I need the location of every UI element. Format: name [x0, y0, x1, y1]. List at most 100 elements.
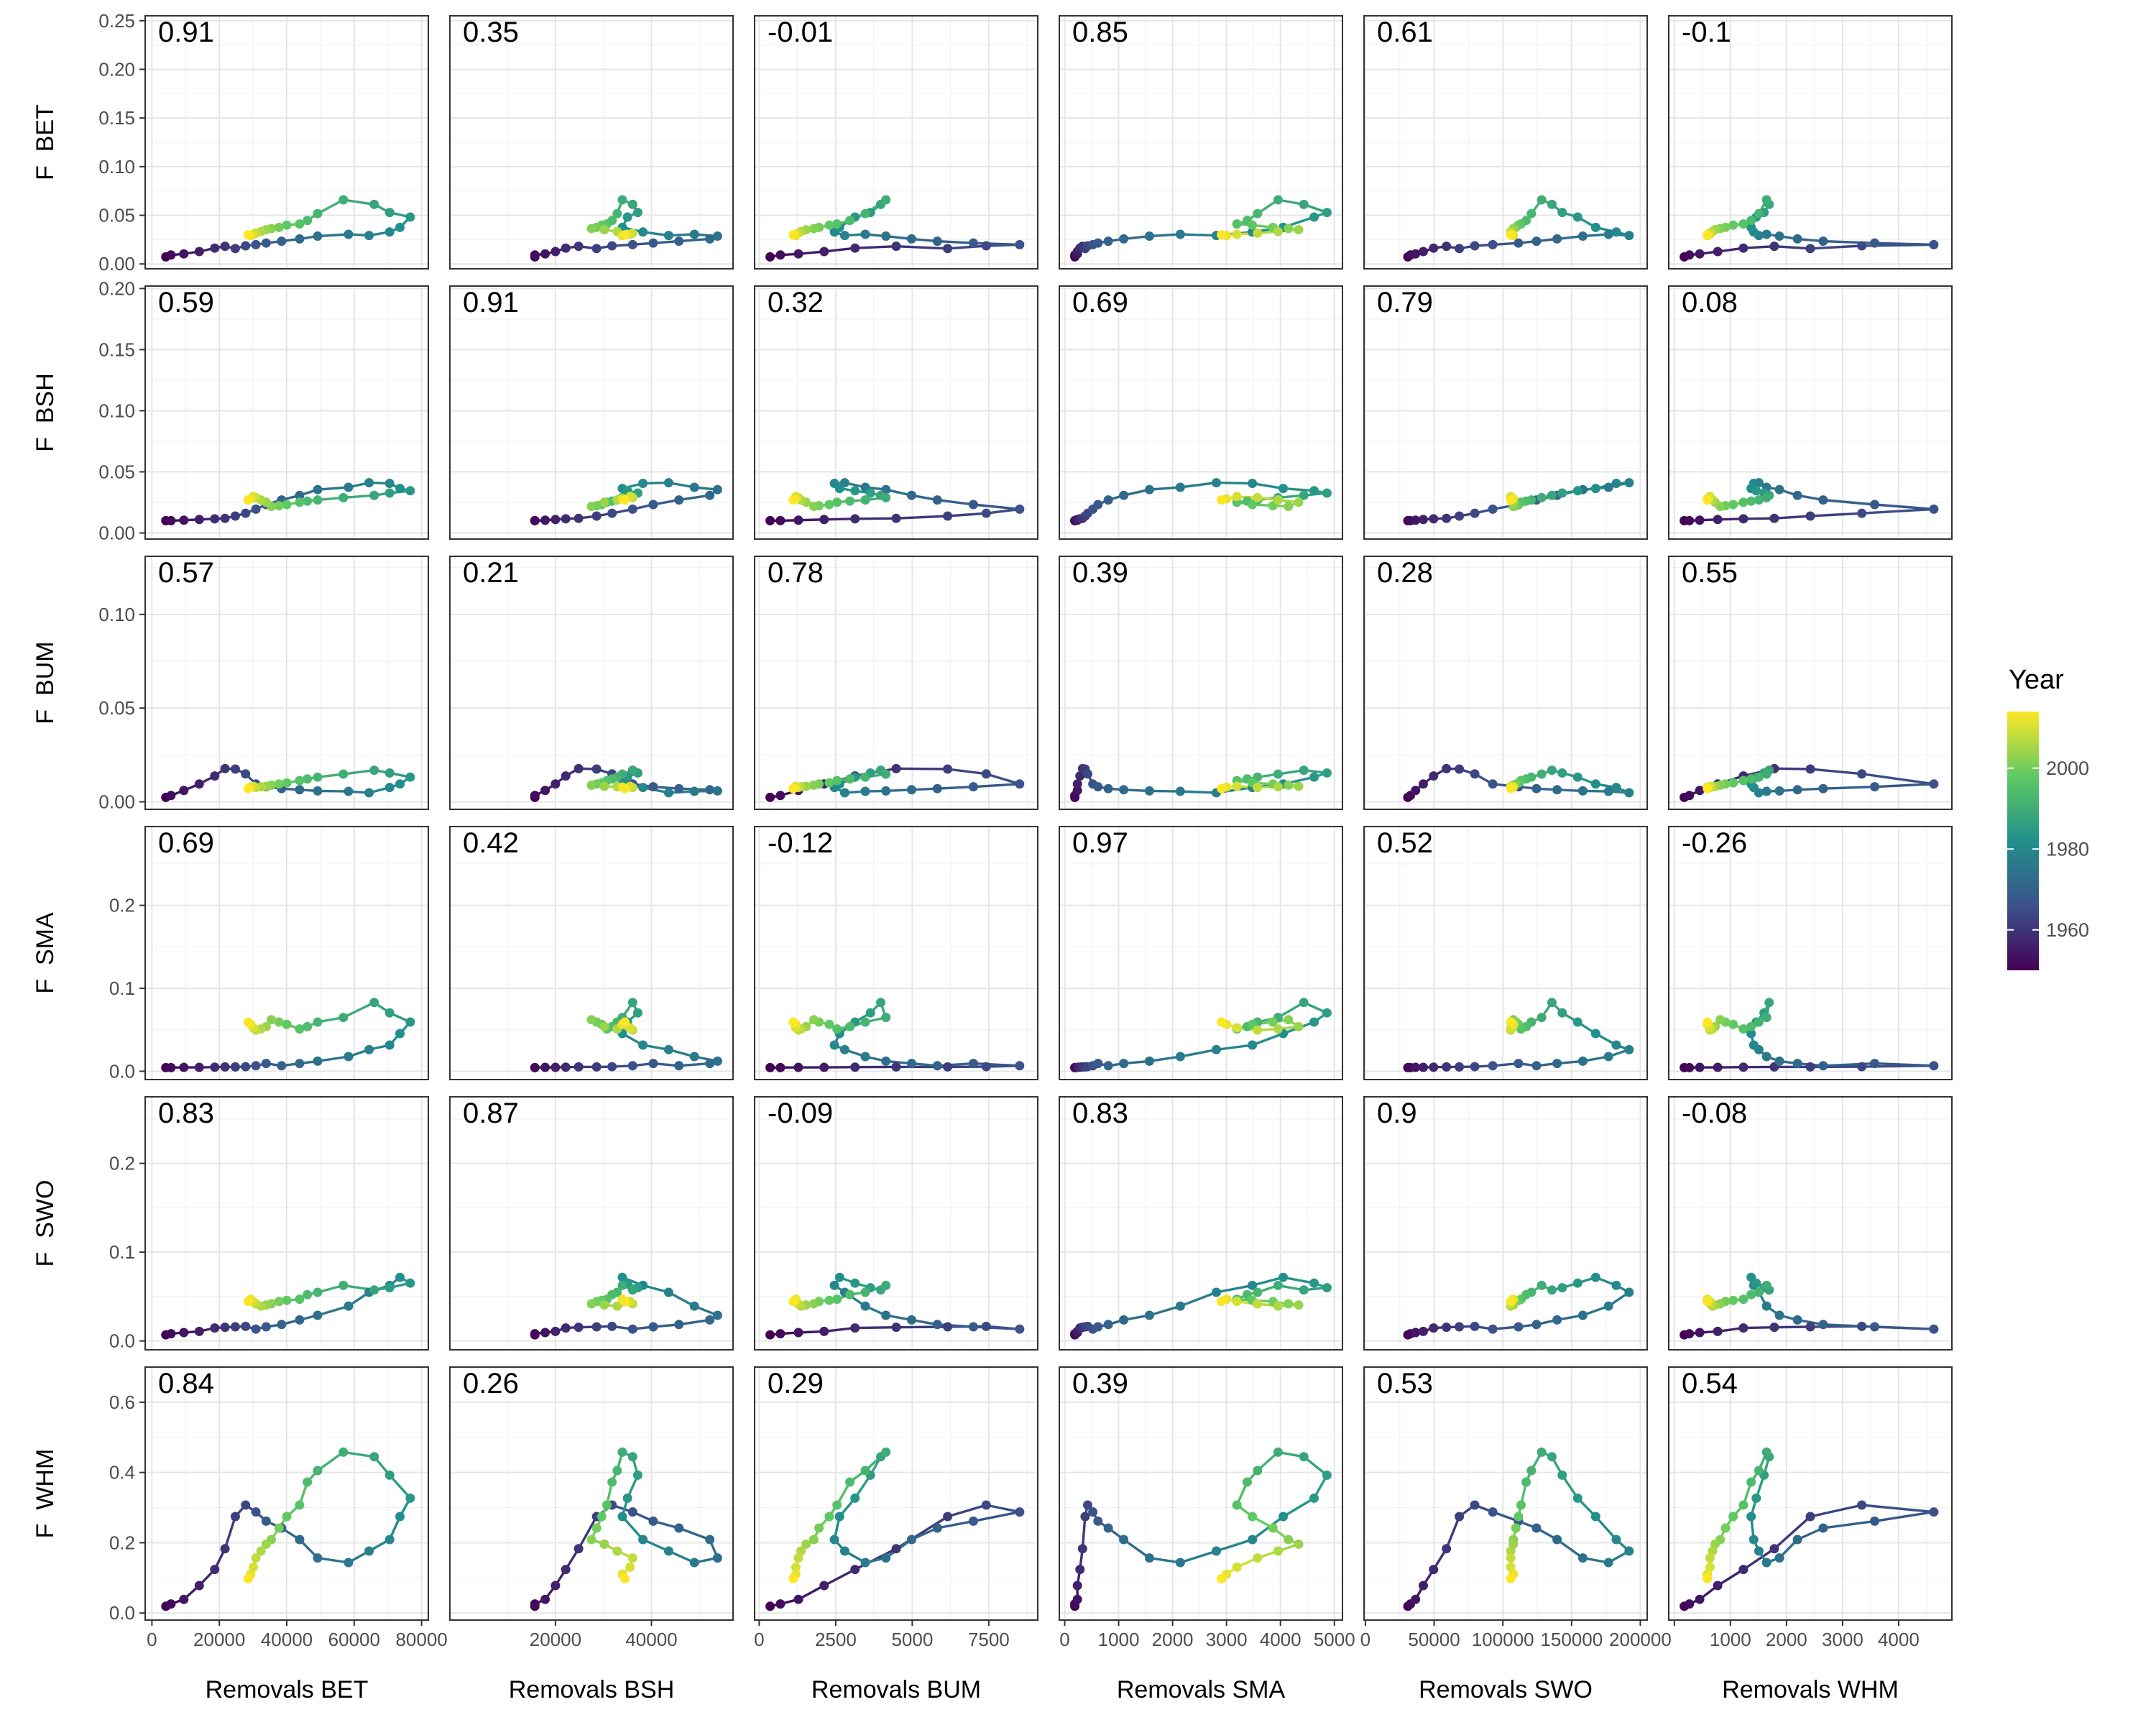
data-point	[1211, 478, 1221, 488]
x-axis-title: Removals BET	[206, 1676, 369, 1703]
data-point	[1506, 1297, 1516, 1307]
data-point	[775, 1062, 786, 1072]
panel-border	[754, 556, 1038, 810]
data-point	[881, 786, 891, 796]
data-point	[612, 208, 622, 218]
data-point	[1442, 242, 1452, 252]
data-point	[1294, 1300, 1304, 1310]
data-point	[1769, 242, 1779, 252]
data-point	[530, 791, 540, 801]
data-point	[1738, 1323, 1749, 1333]
data-point	[1624, 788, 1634, 798]
data-point	[712, 786, 722, 796]
panel-border	[754, 1096, 1038, 1351]
data-point	[1309, 1017, 1319, 1027]
data-point	[1103, 1061, 1113, 1071]
data-point	[1418, 1581, 1428, 1591]
data-point	[1703, 1017, 1713, 1027]
data-point	[891, 242, 901, 252]
data-point	[1309, 1278, 1319, 1288]
data-point	[765, 792, 775, 802]
data-point	[788, 230, 798, 240]
data-point	[230, 1062, 240, 1072]
data-point	[712, 484, 722, 494]
series-segment	[1148, 1055, 1182, 1063]
data-point	[1547, 998, 1557, 1008]
data-point	[674, 1061, 684, 1071]
data-point	[243, 783, 253, 794]
data-point	[344, 482, 354, 492]
data-point	[303, 1477, 313, 1487]
data-point	[1611, 1040, 1621, 1050]
data-point	[860, 1287, 870, 1297]
x-axis-title: Removals BSH	[509, 1676, 675, 1703]
data-point	[1093, 500, 1103, 510]
data-point	[1746, 774, 1756, 784]
data-point	[295, 1500, 305, 1510]
data-point	[891, 1322, 901, 1333]
data-point	[1144, 231, 1154, 242]
y-tick-label: 0.0	[109, 1602, 135, 1624]
data-point	[834, 1272, 844, 1282]
data-point	[834, 1512, 844, 1522]
data-point	[243, 1017, 253, 1027]
data-point	[638, 783, 648, 793]
data-point	[1253, 1287, 1263, 1297]
data-point	[1805, 764, 1815, 774]
data-point	[591, 244, 602, 254]
data-point	[1552, 234, 1562, 244]
data-point	[881, 769, 891, 779]
data-point	[313, 1553, 323, 1563]
data-point	[282, 1019, 292, 1029]
data-point	[1611, 1280, 1621, 1290]
series-segment	[1860, 507, 1935, 515]
data-point	[1577, 1310, 1588, 1320]
data-point	[1248, 1535, 1258, 1545]
series-segment	[1773, 1325, 1812, 1329]
series-segment	[388, 1473, 412, 1500]
data-point	[303, 774, 313, 784]
data-point	[1088, 1507, 1098, 1517]
data-point	[1746, 1289, 1756, 1300]
data-point	[1429, 514, 1439, 524]
data-point	[1537, 1447, 1547, 1457]
panel-background	[1669, 827, 1952, 1080]
data-point	[1857, 769, 1867, 779]
data-point	[1738, 1565, 1749, 1575]
data-point	[282, 1295, 292, 1305]
data-point	[220, 1544, 230, 1554]
data-point	[705, 234, 715, 244]
data-point	[561, 1565, 571, 1575]
data-point	[1713, 515, 1723, 525]
data-point	[295, 234, 305, 244]
data-point	[243, 230, 253, 240]
data-point	[1590, 222, 1600, 232]
data-point	[1273, 495, 1283, 505]
panel-fwhm-sma: 0.39 0 1000 2000 3000 4000 5000 Removals SMA	[1059, 1366, 1355, 1703]
panel-border	[1668, 15, 1953, 270]
panel-fbum-bsh: 0.21	[449, 556, 734, 810]
data-point	[395, 222, 405, 232]
series-segment	[1716, 1568, 1745, 1587]
data-point	[612, 1546, 622, 1556]
data-point	[824, 1295, 834, 1305]
panel-border	[449, 15, 734, 270]
series-segment	[1302, 1455, 1329, 1477]
series-segment	[342, 494, 376, 500]
year-legend: Year 1960 1980 2000	[2007, 665, 2089, 970]
data-point	[712, 1553, 722, 1563]
series-segment	[1081, 1515, 1087, 1550]
data-point	[968, 1322, 978, 1332]
data-point	[689, 229, 699, 239]
data-point	[1232, 1500, 1242, 1510]
data-point	[1572, 1017, 1583, 1027]
data-point	[607, 241, 617, 251]
data-point	[865, 1008, 875, 1018]
series-segment	[1860, 773, 1935, 786]
data-point	[1624, 1287, 1634, 1297]
data-point	[1309, 486, 1319, 496]
data-point	[1526, 208, 1537, 218]
data-point	[1537, 492, 1547, 502]
panel-fbet-bum: -0.01	[754, 15, 1038, 270]
data-point	[230, 1322, 240, 1332]
